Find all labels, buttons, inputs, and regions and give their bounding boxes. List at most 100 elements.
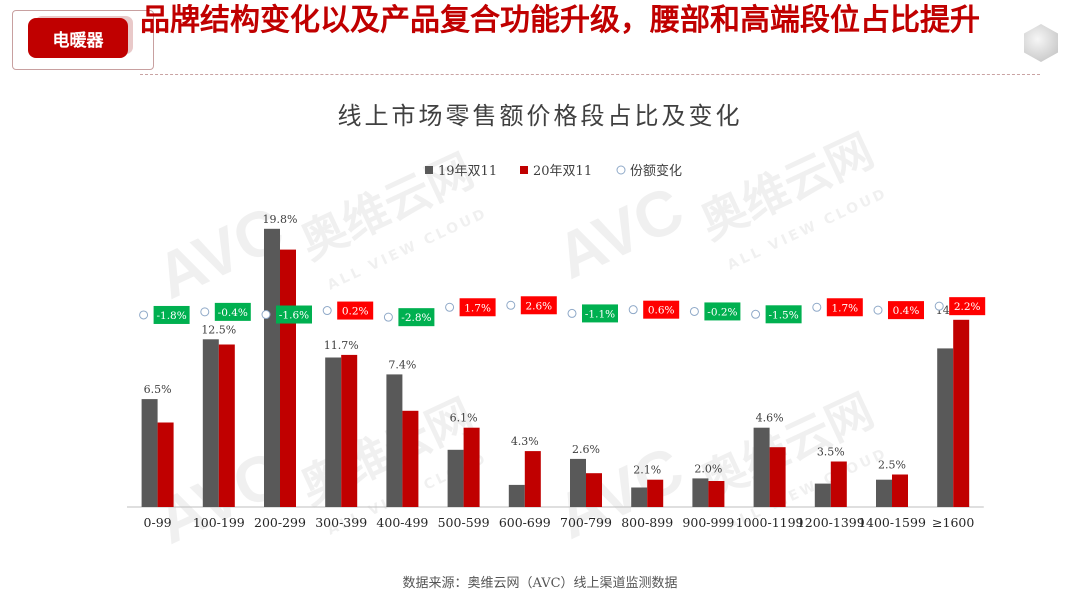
bar-19 (508, 484, 525, 507)
change-marker (628, 305, 638, 315)
legend-entry: 20年双11 (533, 164, 592, 179)
change-label: -0.2% (707, 306, 737, 318)
bar-20 (708, 481, 725, 507)
change-marker (383, 312, 393, 322)
bar-20 (769, 447, 786, 507)
data-label: 7.4% (388, 358, 416, 371)
x-tick-label: 700-799 (560, 515, 612, 530)
x-tick-label: 600-699 (499, 515, 551, 530)
bar-20 (830, 461, 847, 507)
x-tick-label: 1000-1199 (736, 515, 804, 530)
change-box (888, 301, 924, 320)
category-tag: 电暖器 (28, 18, 128, 58)
change-box (337, 301, 374, 320)
bar-20 (157, 422, 174, 507)
change-box (153, 305, 190, 324)
change-marker (812, 302, 822, 312)
change-marker (567, 308, 577, 318)
change-marker (689, 306, 699, 316)
data-label: 4.3% (511, 435, 539, 448)
change-box (826, 298, 863, 317)
bar-19 (264, 228, 280, 508)
bar-19 (631, 487, 648, 507)
bar-19 (386, 374, 403, 507)
bar-19 (325, 357, 342, 507)
change-marker (200, 307, 210, 317)
x-tick-label: 0-99 (144, 515, 172, 530)
change-box (704, 302, 741, 321)
change-label: 0.4% (893, 305, 920, 317)
change-label: -1.5% (768, 309, 798, 321)
change-label: 2.2% (954, 301, 981, 313)
bar-19 (937, 348, 954, 507)
change-box (643, 300, 680, 319)
bar-19 (692, 478, 709, 507)
change-box (582, 304, 618, 323)
data-source: 数据来源：奥维云网（AVC）线上渠道监测数据 (402, 576, 678, 591)
legend-swatch (616, 165, 626, 175)
change-label: 1.7% (464, 302, 491, 314)
change-label: 0.2% (342, 306, 369, 318)
x-tick-label: 500-599 (438, 515, 490, 530)
bar-20 (341, 354, 358, 507)
change-box (949, 297, 986, 316)
change-marker (445, 302, 455, 312)
bar-20 (953, 319, 970, 507)
change-box (276, 305, 312, 324)
change-box (214, 302, 251, 321)
x-tick-label: 400-499 (376, 515, 428, 530)
data-label: 6.5% (144, 383, 172, 396)
tag-bracket (12, 10, 154, 70)
x-tick-label: 800-899 (621, 515, 673, 530)
change-label: -1.8% (156, 310, 186, 322)
change-box (459, 298, 496, 317)
data-label: 2.6% (572, 443, 600, 456)
change-label: -1.6% (279, 310, 309, 322)
x-tick-label: 200-299 (254, 515, 306, 530)
bar-19 (814, 483, 831, 507)
x-tick-label: 900-999 (682, 515, 734, 530)
legend-swatch (425, 166, 433, 174)
change-box (398, 308, 435, 327)
change-marker (139, 310, 149, 320)
data-label: 11.7% (324, 339, 359, 352)
x-tick-label: 1200-1399 (797, 515, 865, 530)
data-label: 2.5% (878, 459, 906, 472)
change-marker (261, 310, 271, 320)
change-marker (751, 309, 761, 319)
bar-19 (141, 399, 158, 507)
bar-20 (586, 473, 602, 507)
watermark-avc: AVC (545, 172, 694, 292)
change-box (520, 296, 557, 315)
change-marker (322, 306, 332, 316)
bar-20 (892, 474, 908, 507)
bar-20 (524, 451, 541, 507)
bar-20 (218, 344, 235, 507)
data-label: 19.8% (263, 213, 298, 226)
x-tick-label: 300-399 (315, 515, 367, 530)
data-label: 2.1% (633, 464, 661, 477)
bar-19 (876, 479, 892, 507)
change-label: 2.6% (525, 300, 552, 312)
legend-entry: 19年双11 (438, 164, 497, 179)
bar-19 (202, 339, 219, 507)
x-tick-label: 100-199 (193, 515, 245, 530)
x-tick-label: ≥1600 (932, 515, 974, 530)
change-marker (873, 305, 883, 315)
data-label: 4.6% (756, 412, 784, 425)
legend-entry: 份额变化 (630, 163, 682, 179)
bar-19 (570, 458, 586, 507)
bar-19 (753, 427, 770, 507)
change-label: -0.4% (218, 307, 248, 319)
data-label: 2.0% (694, 462, 722, 475)
bar-20 (463, 427, 480, 507)
change-marker (506, 300, 516, 310)
bar-20 (280, 249, 296, 507)
title-divider (140, 74, 1040, 75)
bar-20 (647, 479, 664, 507)
watermark-avc: AVC (545, 432, 694, 552)
bar-19 (447, 449, 464, 507)
change-marker (934, 301, 944, 311)
change-label: 0.6% (648, 305, 675, 317)
